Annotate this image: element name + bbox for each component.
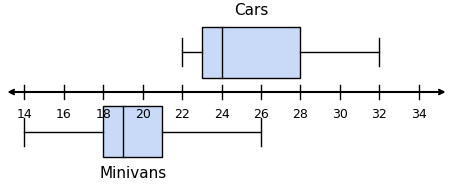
Text: 32: 32 xyxy=(371,108,387,121)
Text: 14: 14 xyxy=(16,108,32,121)
Text: 16: 16 xyxy=(56,108,72,121)
Text: Minivans: Minivans xyxy=(99,166,166,181)
Text: 22: 22 xyxy=(174,108,190,121)
Text: 20: 20 xyxy=(135,108,150,121)
Text: Cars: Cars xyxy=(234,3,268,18)
Text: 34: 34 xyxy=(411,108,427,121)
Text: 24: 24 xyxy=(214,108,229,121)
Bar xyxy=(103,106,162,157)
Text: 30: 30 xyxy=(332,108,348,121)
Text: 18: 18 xyxy=(95,108,111,121)
Text: 26: 26 xyxy=(253,108,269,121)
Text: 28: 28 xyxy=(293,108,308,121)
Bar xyxy=(202,27,300,78)
